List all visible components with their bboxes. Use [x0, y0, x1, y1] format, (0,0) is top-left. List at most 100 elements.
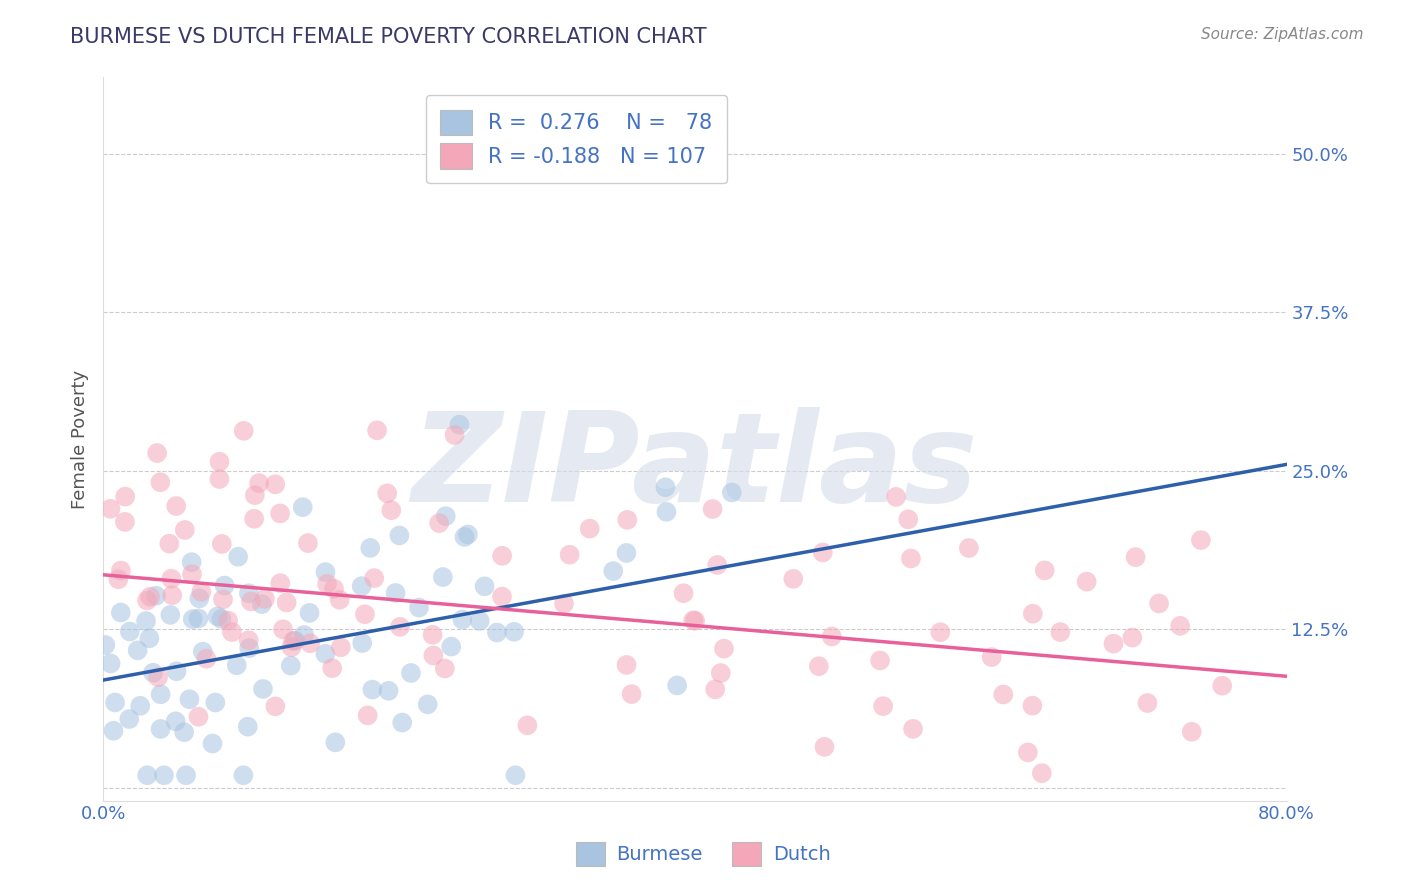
Y-axis label: Female Poverty: Female Poverty: [72, 369, 89, 508]
Point: [702, 502, 724, 516]
Point: [616, 657, 638, 672]
Point: [146, 670, 169, 684]
Point: [160, 588, 183, 602]
Point: [329, 640, 352, 655]
Point: [408, 600, 430, 615]
Point: [166, 665, 188, 679]
Point: [252, 681, 274, 696]
Legend: Burmese, Dutch: Burmese, Dutch: [568, 834, 838, 873]
Point: [901, 722, 924, 736]
Point: [139, 590, 162, 604]
Point: [190, 585, 212, 599]
Point: [187, 710, 209, 724]
Point: [276, 595, 298, 609]
Point: [1189, 533, 1212, 547]
Point: [443, 428, 465, 442]
Point: [225, 658, 247, 673]
Point: [104, 696, 127, 710]
Point: [271, 622, 294, 636]
Point: [1147, 597, 1170, 611]
Point: [187, 611, 209, 625]
Point: [110, 606, 132, 620]
Point: [195, 651, 218, 665]
Point: [391, 715, 413, 730]
Point: [980, 650, 1002, 665]
Point: [900, 551, 922, 566]
Point: [578, 522, 600, 536]
Point: [314, 565, 336, 579]
Point: [491, 590, 513, 604]
Point: [291, 500, 314, 515]
Point: [811, 545, 834, 559]
Point: [136, 768, 159, 782]
Point: [264, 477, 287, 491]
Point: [173, 523, 195, 537]
Point: [356, 708, 378, 723]
Point: [217, 614, 239, 628]
Point: [226, 549, 249, 564]
Point: [191, 645, 214, 659]
Point: [457, 527, 479, 541]
Point: [1121, 631, 1143, 645]
Text: ZIPatlas: ZIPatlas: [412, 408, 979, 528]
Point: [238, 633, 260, 648]
Point: [165, 499, 187, 513]
Point: [103, 723, 125, 738]
Point: [181, 567, 204, 582]
Point: [232, 424, 254, 438]
Point: [127, 643, 149, 657]
Point: [782, 572, 804, 586]
Point: [682, 613, 704, 627]
Point: [238, 586, 260, 600]
Point: [107, 572, 129, 586]
Point: [314, 647, 336, 661]
Point: [188, 591, 211, 606]
Point: [157, 536, 180, 550]
Point: [297, 536, 319, 550]
Point: [114, 490, 136, 504]
Point: [468, 614, 491, 628]
Point: [160, 572, 183, 586]
Point: [416, 698, 439, 712]
Point: [243, 488, 266, 502]
Point: [232, 768, 254, 782]
Point: [1076, 574, 1098, 589]
Point: [243, 512, 266, 526]
Point: [146, 446, 169, 460]
Point: [207, 609, 229, 624]
Point: [350, 579, 373, 593]
Point: [321, 661, 343, 675]
Point: [209, 612, 232, 626]
Point: [1102, 637, 1125, 651]
Point: [957, 541, 980, 555]
Point: [388, 528, 411, 542]
Point: [1136, 696, 1159, 710]
Point: [329, 592, 352, 607]
Point: [366, 423, 388, 437]
Point: [485, 625, 508, 640]
Point: [292, 628, 315, 642]
Point: [299, 636, 322, 650]
Point: [323, 735, 346, 749]
Point: [440, 640, 463, 654]
Point: [129, 698, 152, 713]
Point: [118, 712, 141, 726]
Point: [384, 586, 406, 600]
Point: [110, 564, 132, 578]
Point: [361, 682, 384, 697]
Point: [375, 486, 398, 500]
Point: [884, 490, 907, 504]
Point: [165, 714, 187, 729]
Point: [208, 455, 231, 469]
Point: [181, 612, 204, 626]
Point: [422, 648, 444, 663]
Point: [100, 657, 122, 671]
Point: [149, 722, 172, 736]
Point: [281, 634, 304, 648]
Point: [616, 513, 638, 527]
Point: [211, 537, 233, 551]
Point: [616, 546, 638, 560]
Point: [145, 589, 167, 603]
Point: [427, 516, 450, 530]
Point: [238, 641, 260, 656]
